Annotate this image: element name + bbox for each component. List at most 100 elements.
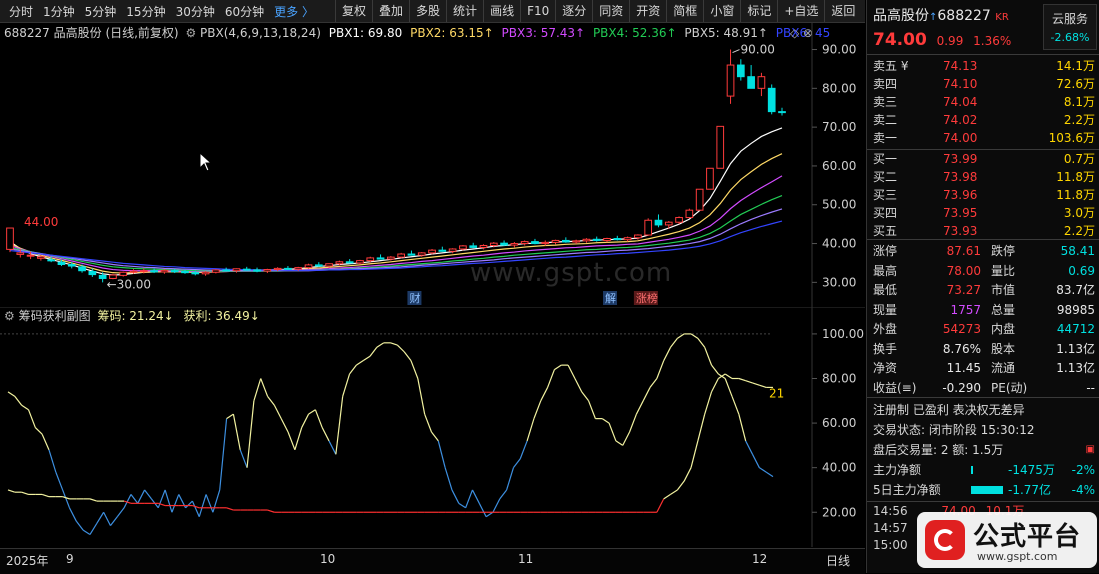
x-axis: 2025年 9 10 11 12 日线: [0, 548, 865, 574]
chouma-segment: [656, 360, 665, 379]
period-label[interactable]: 日线: [826, 554, 851, 568]
candle-body: [6, 227, 14, 250]
stock-code: 688227: [937, 8, 991, 24]
chouma-segment: [14, 395, 23, 406]
candle-body: [716, 125, 725, 169]
tool-button[interactable]: 逐分: [555, 0, 592, 22]
stat-value: 1.13亿: [1056, 361, 1095, 375]
chart-nav-icons[interactable]: ◇ ⊗: [790, 26, 814, 40]
settings-icon[interactable]: ⚙: [185, 26, 197, 40]
y-tick-label: 70.00: [822, 120, 856, 134]
huoli-segment: [89, 498, 97, 502]
tool-button[interactable]: 开资: [629, 0, 666, 22]
chouma-segment: [7, 391, 16, 397]
tool-button[interactable]: 返回: [824, 0, 861, 22]
level-price: 73.96: [943, 188, 978, 202]
stat-key: 最高: [873, 263, 898, 278]
candle-body: [191, 272, 200, 275]
kline-chart[interactable]: 688227 品高股份 (日线,前复权) ⚙ PBX(4,6,9,13,18,2…: [0, 22, 865, 307]
chouma-segment: [82, 529, 91, 536]
level-volume: 2.2万: [1063, 224, 1095, 238]
candle-body: [582, 238, 591, 242]
chouma-segment: [116, 507, 125, 518]
level-volume: 2.2万: [1063, 113, 1095, 127]
chip-profit-subchart[interactable]: ⚙ 筹码获利副图 筹码: 21.24↓ 获利: 36.49↓ 100.00 80.…: [0, 307, 865, 547]
stat-value: 1.13亿: [1056, 341, 1095, 356]
period-tab[interactable]: 60分钟: [224, 4, 265, 19]
x-label-sep: 9: [66, 552, 74, 566]
ask-row[interactable]: 卖三 74.04 8.1万: [873, 93, 1095, 111]
tool-button[interactable]: 叠加: [372, 0, 409, 22]
event-tag-bg: [633, 291, 658, 305]
bid-row[interactable]: 买三 73.96 11.8万: [873, 186, 1095, 204]
bid-row[interactable]: 买四 73.95 3.0万: [873, 204, 1095, 222]
ask-row[interactable]: 卖二 74.02 2.2万: [873, 111, 1095, 129]
sub-plot: 100.00 80.00 60.00 40.00 20.00 21: [0, 307, 865, 547]
tool-button[interactable]: 多股: [409, 0, 446, 22]
level-label: 买五: [873, 224, 898, 238]
mouse-cursor-icon: [199, 152, 213, 172]
tool-button[interactable]: 统计: [446, 0, 483, 22]
level-volume: 3.0万: [1063, 206, 1095, 220]
tool-button[interactable]: +自选: [777, 0, 824, 22]
candle-body: [366, 257, 375, 262]
bid-row[interactable]: 买五 73.93 2.2万: [873, 222, 1095, 240]
settings-icon[interactable]: ⚙: [4, 309, 15, 323]
ask-row[interactable]: 卖四 74.10 72.6万: [873, 75, 1095, 93]
chouma-segment: [540, 387, 549, 402]
chouma-segment: [314, 409, 323, 428]
tool-button[interactable]: F10: [520, 0, 555, 22]
level-volume: 14.1万: [1056, 59, 1095, 73]
period-tab[interactable]: 15分钟: [126, 4, 166, 19]
tool-button[interactable]: 同资: [592, 0, 629, 22]
period-tab[interactable]: 1分钟: [43, 4, 75, 19]
chouma-segment: [444, 467, 453, 491]
chouma-segment: [512, 458, 521, 469]
candle-body: [644, 219, 653, 236]
level-price: 73.99: [943, 152, 978, 166]
tool-button[interactable]: 画线: [483, 0, 520, 22]
period-tab[interactable]: 30分钟: [175, 4, 215, 19]
candle-body: [129, 270, 138, 273]
ask-row[interactable]: 卖一 74.00 103.6万: [873, 129, 1095, 147]
tool-button[interactable]: 复权: [335, 0, 372, 22]
mainflow-bar: [971, 466, 973, 474]
huoli-segment: [752, 382, 760, 386]
event-tag: 财: [409, 291, 420, 305]
huoli-segment: [697, 414, 706, 442]
stat-value: 78.00: [946, 263, 981, 278]
level-volume: 0.7万: [1063, 152, 1095, 166]
sub-legend: ⚙ 筹码获利副图 筹码: 21.24↓ 获利: 36.49↓: [4, 307, 260, 324]
stat-key: 流通: [991, 361, 1016, 375]
chouma-segment: [471, 489, 480, 504]
bid-row[interactable]: 买一 73.99 0.7万: [873, 150, 1095, 168]
bid-row[interactable]: 买二 73.98 11.8万: [873, 168, 1095, 186]
period-tab[interactable]: 5分钟: [84, 4, 117, 19]
subchart-title: 筹码获利副图: [18, 309, 91, 323]
tool-button[interactable]: 小窗: [703, 0, 740, 22]
chouma-segment: [458, 502, 466, 509]
price-change: 0.99: [936, 34, 964, 48]
candle-body: [613, 238, 622, 241]
period-tab[interactable]: 分时: [9, 4, 34, 19]
chouma-segment: [451, 489, 460, 504]
ask-row[interactable]: 卖五 ¥ 74.13 14.1万: [873, 57, 1095, 75]
y-tick-label: 80.00: [822, 81, 856, 95]
tool-button[interactable]: 简框: [666, 0, 703, 22]
expand-icon[interactable]: ▣: [1085, 444, 1095, 455]
x-label-nov: 11: [518, 552, 534, 566]
chouma-segment: [34, 427, 43, 435]
tool-button[interactable]: 标记: [740, 0, 777, 22]
stat-key: 量比: [991, 263, 1016, 278]
candle-body: [201, 271, 210, 275]
chouma-segment: [308, 409, 316, 415]
pbx1-value: PBX1: 69.80: [328, 26, 403, 40]
level-volume: 11.8万: [1056, 188, 1095, 202]
sector-box[interactable]: 云服务 -2.68%: [1043, 4, 1097, 50]
candle-body: [592, 238, 601, 241]
candle-body: [212, 269, 220, 273]
chouma-segment: [48, 449, 57, 473]
chouma-segment: [601, 418, 610, 424]
more-periods-link[interactable]: 更多 〉: [274, 4, 314, 19]
flow5-row: 5日主力净额 -1.77亿 -4%: [873, 480, 1095, 500]
